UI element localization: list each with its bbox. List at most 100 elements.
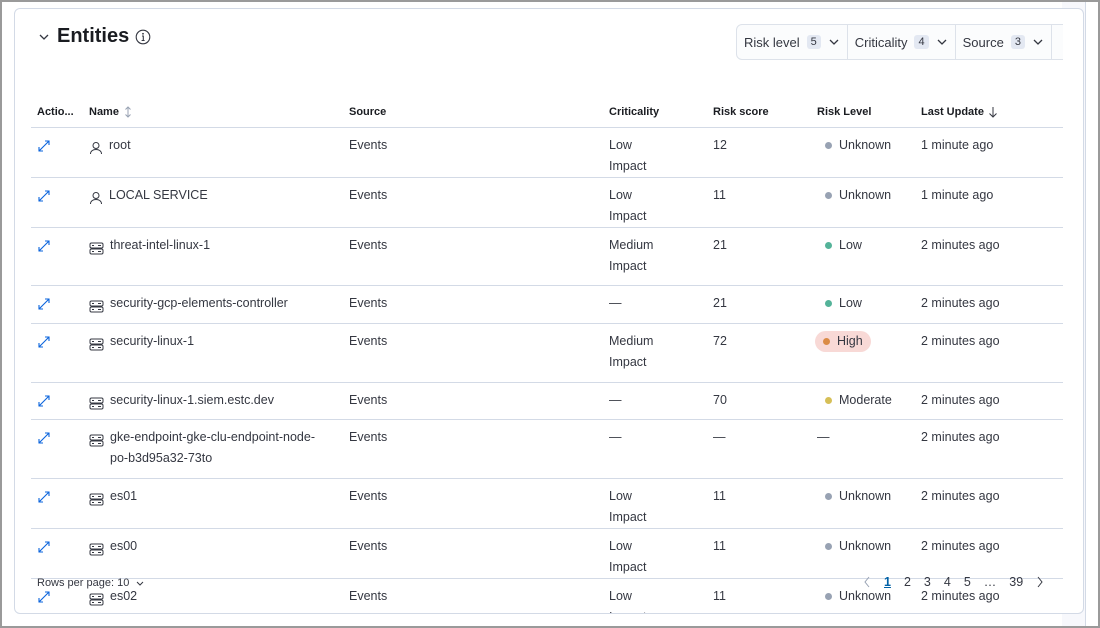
column-header-label: Name xyxy=(89,105,119,118)
expand-icon[interactable] xyxy=(37,431,51,445)
page-1[interactable]: 1 xyxy=(884,575,891,589)
expand-icon[interactable] xyxy=(37,394,51,408)
chevron-right-icon[interactable] xyxy=(1036,576,1044,588)
last-update-cell: 1 minute ago xyxy=(915,127,1063,178)
page-5[interactable]: 5 xyxy=(963,575,971,589)
last-update-cell: 2 minutes ago xyxy=(915,578,1063,613)
table-row: es01 Events Low Impact 11 Unknown 2 minu… xyxy=(31,478,1063,529)
table-row: threat-intel-linux-1 Events Medium Impac… xyxy=(31,227,1063,286)
risk-score-cell: — xyxy=(707,419,811,479)
page-2[interactable]: 2 xyxy=(903,575,911,589)
chevron-left-icon[interactable] xyxy=(863,576,871,588)
name-cell: es00 xyxy=(83,528,343,579)
source-cell: Events xyxy=(343,478,603,529)
chevron-down-icon[interactable] xyxy=(37,30,51,44)
risk-level-cell: Unknown xyxy=(811,478,915,529)
name-cell: security-gcp-elements-controller xyxy=(83,285,343,324)
page-39[interactable]: 39 xyxy=(1009,575,1024,589)
expand-icon[interactable] xyxy=(37,139,51,153)
expand-icon[interactable] xyxy=(37,335,51,349)
chevron-down-icon xyxy=(937,39,947,45)
risk-level-label: High xyxy=(837,333,863,348)
host-icon xyxy=(89,493,104,506)
action-cell xyxy=(31,285,83,324)
entity-name: security-linux-1 xyxy=(110,333,195,348)
expand-icon[interactable] xyxy=(37,490,51,504)
section-title: Entities xyxy=(57,25,130,47)
expand-icon[interactable] xyxy=(37,239,51,253)
risk-level-label: Low xyxy=(839,295,862,310)
last-update-cell: 2 minutes ago xyxy=(915,227,1063,286)
host-icon xyxy=(89,543,104,556)
column-header-label: Source xyxy=(349,105,387,118)
rows-per-page-button[interactable]: Rows per page: 10 xyxy=(37,577,145,589)
column-header[interactable]: Name xyxy=(83,97,343,128)
column-header[interactable]: Last Update xyxy=(915,97,1063,128)
risk-level-label: Low xyxy=(839,237,862,252)
risk-score-cell: 12 xyxy=(707,127,811,178)
entity-name: LOCAL SERVICE xyxy=(109,187,208,202)
status-dot xyxy=(825,241,832,249)
name-cell: root xyxy=(83,127,343,178)
last-update-cell: 2 minutes ago xyxy=(915,323,1063,383)
last-update-cell: 2 minutes ago xyxy=(915,285,1063,324)
sort-icon[interactable] xyxy=(122,106,134,118)
chevron-down-icon xyxy=(1033,39,1043,45)
risk-level-badge: Unknown xyxy=(817,135,899,156)
filter-label: Risk level xyxy=(744,34,800,50)
pagination: 1 2 3 4 5 … 39 xyxy=(863,575,1063,589)
page-4[interactable]: 4 xyxy=(943,575,951,589)
column-header-label: Last Update xyxy=(921,105,984,118)
expand-icon[interactable] xyxy=(37,540,51,554)
entity-name: security-linux-1.siem.estc.dev xyxy=(110,392,274,407)
status-dot xyxy=(825,542,832,550)
risk-level-badge: Low xyxy=(817,235,870,256)
risk-level-label: Unknown xyxy=(839,538,892,553)
table-row: root Events Low Impact 12 Unknown 1 minu… xyxy=(31,127,1063,178)
chevron-down-icon xyxy=(136,581,144,586)
source-cell: Events xyxy=(343,419,603,479)
filter-criticality[interactable]: Criticality 4 xyxy=(848,25,956,59)
expand-icon[interactable] xyxy=(37,590,51,604)
risk-level-cell: High xyxy=(811,323,915,383)
name-cell: es02 xyxy=(83,578,343,613)
risk-level-badge: Low xyxy=(817,293,870,314)
risk-level-label: Unknown xyxy=(839,137,892,152)
status-dot xyxy=(825,592,832,600)
risk-level-label: Moderate xyxy=(839,392,892,407)
source-cell: Events xyxy=(343,323,603,383)
risk-score-cell: 11 xyxy=(707,478,811,529)
risk-level-badge: Unknown xyxy=(817,486,899,507)
filter-risk-level[interactable]: Risk level 5 xyxy=(737,25,848,59)
entity-name: security-gcp-elements-controller xyxy=(110,295,288,310)
page-3[interactable]: 3 xyxy=(923,575,931,589)
column-header: Criticality xyxy=(603,97,707,128)
filter-group: Risk level 5 Criticality 4 Source 3 xyxy=(736,24,1063,60)
entity-name: threat-intel-linux-1 xyxy=(110,237,211,252)
risk-level-badge: Unknown xyxy=(817,536,899,557)
source-cell: Events xyxy=(343,382,603,420)
expand-icon[interactable] xyxy=(37,189,51,203)
entities-panel: Entities Risk level 5 Criticality 4 Source 3 … xyxy=(14,8,1084,614)
criticality-cell: — xyxy=(603,382,707,420)
filter-source[interactable]: Source 3 xyxy=(956,25,1052,59)
page-ellipsis: … xyxy=(983,575,997,589)
source-cell: Events xyxy=(343,177,603,228)
risk-level-cell: Unknown xyxy=(811,578,915,613)
action-cell xyxy=(31,177,83,228)
info-icon[interactable] xyxy=(135,29,151,45)
criticality-cell: Low Impact xyxy=(603,177,707,228)
risk-level-badge: Moderate xyxy=(817,390,900,411)
user-icon xyxy=(90,192,102,205)
criticality-cell: Low Impact xyxy=(603,578,707,613)
criticality-cell: Medium Impact xyxy=(603,323,707,383)
sort-descending-icon[interactable] xyxy=(987,106,999,118)
status-dot xyxy=(825,299,832,307)
section-header: Entities xyxy=(37,25,151,48)
column-header: Actio... xyxy=(31,97,83,128)
host-icon xyxy=(89,434,104,447)
criticality-cell: Low Impact xyxy=(603,127,707,178)
risk-level-cell: Low xyxy=(811,227,915,286)
expand-icon[interactable] xyxy=(37,297,51,311)
risk-level-label: Unknown xyxy=(839,187,892,202)
